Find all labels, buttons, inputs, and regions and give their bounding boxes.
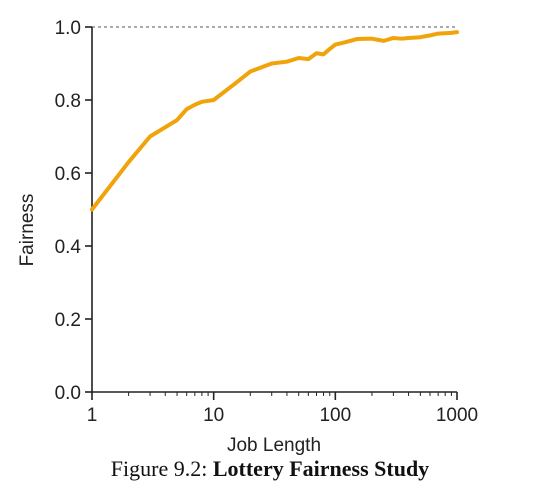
caption-prefix: Figure 9.2: [111, 456, 213, 481]
x-tick-label: 1 [87, 405, 98, 426]
y-tick-label: 0.6 [55, 164, 81, 185]
x-tick-label: 100 [319, 405, 351, 426]
x-tick-label: 10 [203, 405, 224, 426]
fairness-chart: 0.00.20.40.60.81.01 10 100 1000 Job Length … [0, 0, 540, 456]
figure-caption: Figure 9.2: Lottery Fairness Study [0, 456, 540, 482]
caption-title: Lottery Fairness Study [213, 456, 429, 481]
y-tick-label: 0.8 [55, 91, 81, 112]
y-tick-label: 0.2 [55, 310, 81, 331]
y-axis-title: Fairness [17, 194, 38, 267]
series-line-1 [92, 32, 457, 209]
series-layer [92, 32, 457, 209]
y-tick-label: 1.0 [55, 18, 81, 39]
axes: 0.0 0.2 0.4 0.6 0.8 1.0 1 10 100 1000 [55, 18, 479, 426]
y-tick-label: 0.4 [55, 237, 82, 258]
x-axis-title: Job Length [227, 435, 321, 456]
x-tick-label: 1000 [436, 405, 478, 426]
y-tick-label: 0.0 [55, 383, 81, 404]
